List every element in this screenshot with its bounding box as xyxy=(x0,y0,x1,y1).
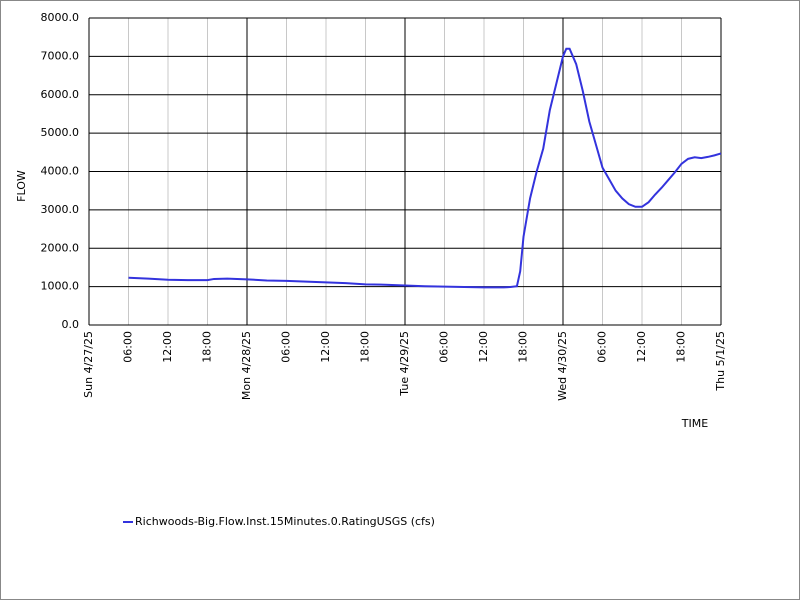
y-tick-label: 3000.0 xyxy=(41,203,80,216)
grid xyxy=(88,17,722,326)
y-tick-label: 1000.0 xyxy=(41,280,80,293)
x-tick-label: 12:00 xyxy=(477,331,490,363)
x-tick-label: 06:00 xyxy=(596,331,609,363)
x-tick-label: 18:00 xyxy=(201,331,214,363)
x-tick-label: 12:00 xyxy=(161,331,174,363)
x-tick-label: Thu 5/1/25 xyxy=(714,331,727,392)
y-tick-label: 6000.0 xyxy=(41,88,80,101)
plot xyxy=(128,47,722,289)
x-tick-label: 06:00 xyxy=(280,331,293,363)
x-tick-label: Sun 4/27/25 xyxy=(82,331,95,398)
y-tick-label: 0.0 xyxy=(62,318,80,331)
x-tick-label: Tue 4/29/25 xyxy=(398,331,411,397)
x-tick-label: 18:00 xyxy=(675,331,688,363)
y-tick-label: 2000.0 xyxy=(41,241,80,254)
y-axis-label: FLOW xyxy=(15,170,28,202)
x-tick-label: 18:00 xyxy=(517,331,530,363)
x-tick-label: 12:00 xyxy=(635,331,648,363)
y-tick-label: 8000.0 xyxy=(41,11,80,24)
x-tick-label: Wed 4/30/25 xyxy=(556,331,569,401)
y-tick-label: 4000.0 xyxy=(41,165,80,178)
legend-label: Richwoods-Big.Flow.Inst.15Minutes.0.Rati… xyxy=(135,515,435,528)
x-tick-label: 06:00 xyxy=(438,331,451,363)
x-tick-label: Mon 4/28/25 xyxy=(240,331,253,400)
x-tick-label: 18:00 xyxy=(359,331,372,363)
x-axis-label: TIME xyxy=(681,417,708,430)
y-tick-label: 7000.0 xyxy=(41,49,80,62)
x-tick-label: 06:00 xyxy=(122,331,135,363)
y-tick-label: 5000.0 xyxy=(41,126,80,139)
x-tick-label: 12:00 xyxy=(319,331,332,363)
series-line xyxy=(128,47,722,289)
